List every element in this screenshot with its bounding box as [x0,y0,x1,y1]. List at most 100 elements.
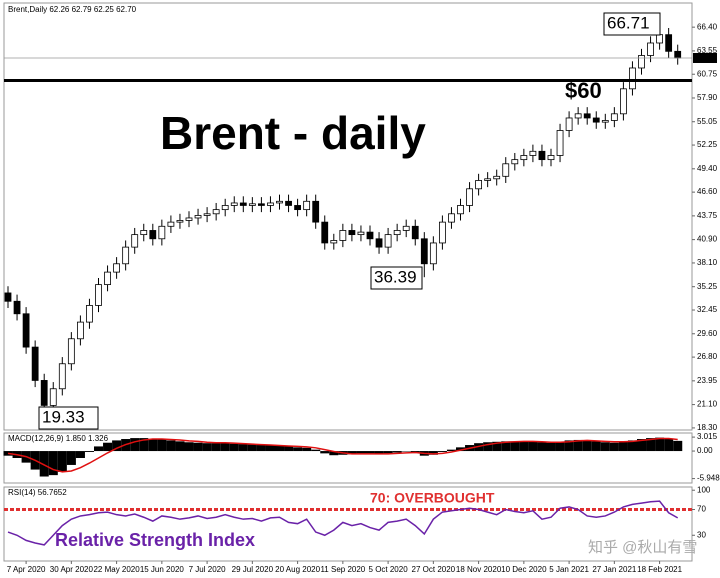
signal-line [7,437,678,473]
macd-bar [537,442,547,452]
main-panel [3,2,693,431]
candle-body [574,113,582,119]
y-tick-label: 0.00 [697,446,713,455]
macd-bar [184,442,194,452]
macd-bar [446,449,456,452]
candle-body [502,163,510,177]
price-label: 62.70 [696,53,717,62]
candle-body [601,120,609,123]
y-tick-label: 63.55 [697,46,718,55]
candle-body [339,230,347,241]
candle-body [457,205,464,215]
watermark: 知乎 @秋山有雪 [588,539,697,556]
annotation-box [603,12,661,36]
macd-bar [220,443,230,452]
x-tick-label: 5 Oct 2020 [369,565,409,574]
x-tick-label: 27 Jan 2021 [592,565,637,574]
candle-body [466,188,473,206]
candle-body [448,213,455,223]
candle-body [348,230,356,236]
candle-body [529,150,537,156]
y-tick-label: 100 [697,485,711,494]
x-tick-label: 7 Apr 2020 [7,565,46,574]
candle-body [493,175,501,180]
candle-body [22,313,30,348]
candle-body [158,225,166,240]
macd-bar [392,451,402,453]
macd-bar [618,441,628,452]
macd-bar [655,437,665,452]
macd-bar [492,441,502,452]
candle-body [484,178,492,181]
macd-bar [546,442,556,452]
x-tick-label: 18 Nov 2020 [456,565,502,574]
macd-bar [437,451,447,452]
annotation-box [38,406,99,430]
candle-body [402,225,410,231]
candle-body [620,88,627,115]
y-tick-label: 43.75 [697,211,718,220]
macd-bar [84,451,94,452]
macd-bar [256,445,266,452]
rsi-annotation: Relative Strength Index [55,530,255,550]
macd-bar [573,439,583,452]
macd-bar [94,446,104,452]
candle-body [257,203,265,206]
y-tick-label: 49.40 [697,164,718,173]
annotation: 66.71 [607,13,650,32]
x-tick-label: 15 Jun 2020 [140,565,185,574]
macd-bar [356,451,366,454]
x-tick-label: 20 Aug 2020 [275,565,320,574]
macd-bar [591,441,601,452]
macd-bar [48,451,58,476]
candle-body [629,67,636,90]
macd-bar [637,439,647,452]
macd-bar [238,444,248,452]
candle-body [113,263,120,273]
candle-body [420,238,428,265]
macd-bar [139,438,149,452]
candle-body [610,113,618,121]
candle-body [592,117,600,123]
candle-body [176,220,184,223]
candle-body [357,231,365,236]
candle-body [58,363,66,390]
macd-bar [365,451,375,454]
macd-bar [302,447,312,452]
candle-body [366,231,374,240]
candle-body [520,155,528,161]
candle-body [294,205,302,211]
y-tick-label: 55.05 [697,117,718,126]
y-tick-label: 70 [697,505,706,514]
macd-bar [646,438,656,452]
macd-bar [609,442,619,452]
y-tick-label: 38.10 [697,258,718,267]
candle-body [248,203,256,206]
y-tick-label: 30 [697,530,706,539]
y-tick-label: 35.25 [697,282,718,291]
macd-bar [275,445,285,452]
candle-body [547,155,555,161]
candle-body [212,209,220,215]
macd-bar [175,441,185,452]
level-label: 70: OVERBOUGHT [370,490,495,506]
y-tick-label: 3.015 [697,432,718,441]
annotation: $60 [565,78,602,103]
candle-body [656,34,663,44]
macd-bar [247,444,257,452]
macd-bar [75,451,85,458]
candle-body [303,200,311,211]
candle-body [330,240,338,244]
candle-body [674,50,682,59]
candle-body [647,42,654,56]
annotation-box [370,266,423,290]
macd-bar [510,441,520,452]
candle-body [267,202,274,206]
macd-title: MACD(12,26,9) 1.850 1.326 [8,434,109,443]
y-tick-label: 29.60 [697,329,718,338]
macd-bar [483,442,493,452]
annotation: Brent - daily [160,107,426,159]
candle-body [203,213,211,216]
